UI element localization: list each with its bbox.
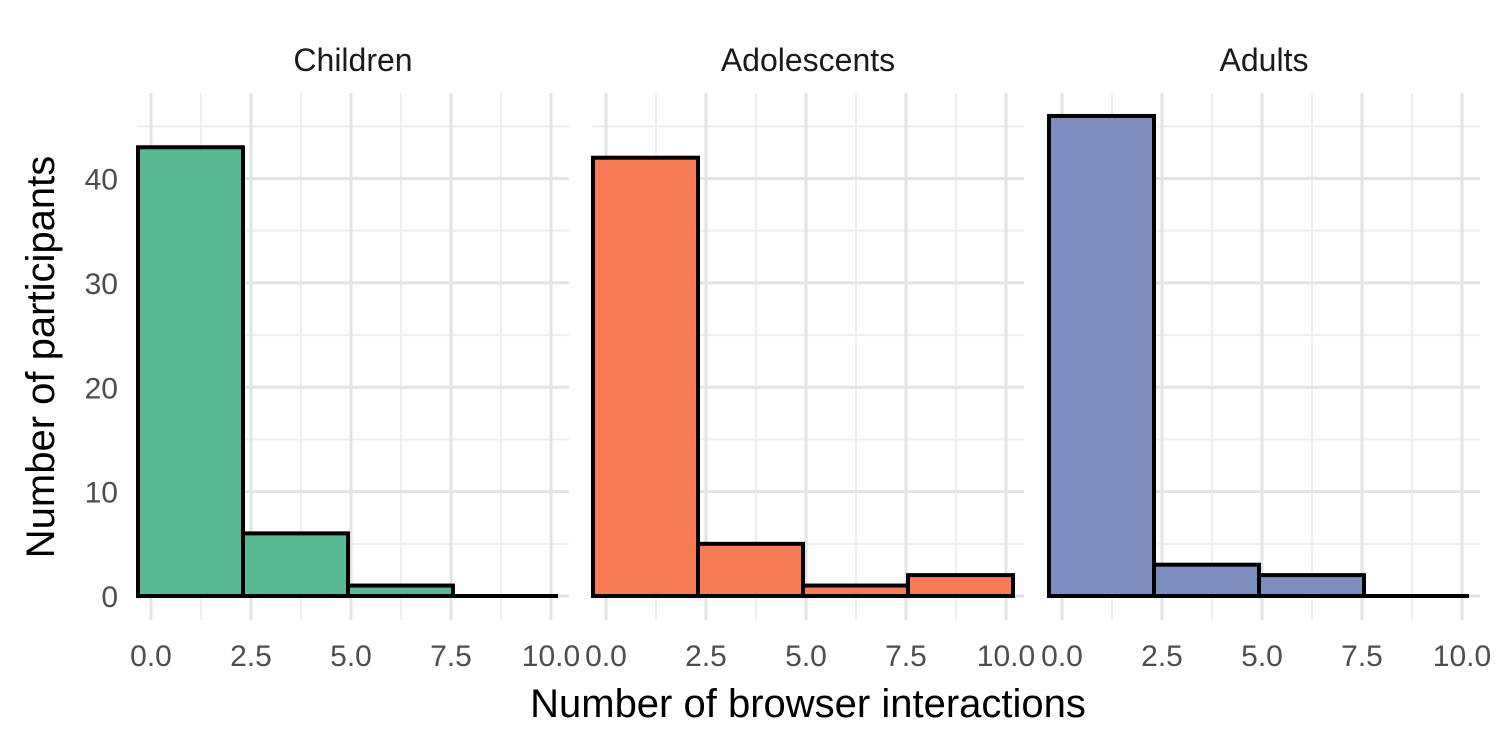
x-tick-label: 2.5 [230, 640, 272, 673]
x-axis-title: Number of browser interactions [530, 682, 1086, 726]
facet-strip-label: Adults [1220, 42, 1309, 78]
y-axis-title: Number of participants [19, 156, 63, 558]
x-tick-label: 10.0 [977, 640, 1035, 673]
y-tick-label: 0 [101, 581, 118, 614]
histogram-bar [1257, 573, 1366, 598]
facet-strip-label: Children [293, 42, 412, 78]
x-tick-label: 0.0 [1041, 640, 1083, 673]
histogram-bar [136, 145, 245, 598]
facet-panel-adults: Adults 0.0 2.5 5.0 7.5 10.0 [1041, 42, 1491, 673]
x-tick-label: 0.0 [585, 640, 627, 673]
histogram-bar [346, 583, 455, 598]
histogram-bar [1152, 562, 1261, 598]
x-tick-label: 7.5 [885, 640, 927, 673]
facet-panel-children: Children 0.0 2.5 5.0 7.5 10.0 [130, 42, 580, 673]
histogram-bar [906, 573, 1015, 598]
x-tick-label: 5.0 [785, 640, 827, 673]
y-tick-label: 40 [85, 164, 118, 197]
histogram-bar [241, 531, 350, 598]
x-tick-label: 7.5 [430, 640, 472, 673]
x-tick-label: 2.5 [1141, 640, 1183, 673]
histogram-bar [1047, 113, 1156, 598]
y-tick-label: 20 [85, 372, 118, 405]
facet-panel-adolescents: Adolescents 0.0 2.5 5.0 7.5 10.0 [585, 42, 1035, 673]
histogram-bar [696, 541, 805, 598]
x-tick-label: 2.5 [685, 640, 727, 673]
x-tick-label: 10.0 [522, 640, 580, 673]
y-tick-label: 10 [85, 477, 118, 510]
x-tick-label: 10.0 [1433, 640, 1491, 673]
facet-strip-label: Adolescents [721, 42, 895, 78]
x-tick-label: 5.0 [330, 640, 372, 673]
panels: Children 0.0 2.5 5.0 7.5 10.0 Adolescents 0.0 2.… [85, 42, 1492, 673]
histogram-bar [591, 155, 700, 598]
x-tick-label: 0.0 [130, 640, 172, 673]
x-tick-label: 7.5 [1341, 640, 1383, 673]
histogram-bar [801, 583, 910, 598]
x-tick-label: 5.0 [1241, 640, 1283, 673]
y-tick-label: 30 [85, 268, 118, 301]
